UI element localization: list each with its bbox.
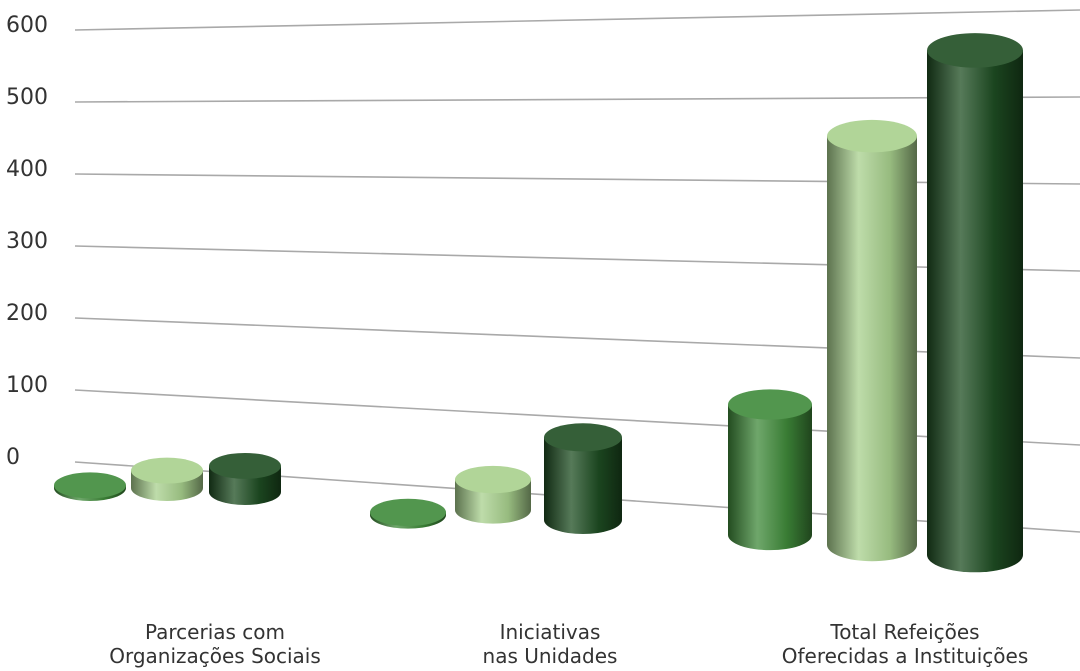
bar-top	[455, 465, 531, 494]
bar	[455, 465, 531, 524]
bar	[544, 423, 622, 535]
bar-body	[728, 404, 812, 551]
grid-line	[74, 96, 1080, 103]
bar-top	[54, 472, 126, 499]
y-tick-label: 100	[6, 373, 48, 398]
bar	[728, 389, 812, 551]
label-line: nas Unidades	[483, 644, 618, 668]
y-tick-label: 500	[6, 85, 48, 110]
bar-top	[209, 452, 281, 479]
x-tick-label: Parcerias com Organizações Sociais	[109, 620, 321, 668]
bar	[370, 498, 446, 529]
grid-line	[74, 9, 1080, 31]
x-tick-label: Iniciativas nas Unidades	[483, 620, 618, 668]
label-line: Oferecidas a Instituições	[782, 644, 1029, 668]
bar	[927, 33, 1023, 573]
bar-top	[827, 119, 917, 153]
bar	[131, 457, 203, 501]
label-line: Parcerias com	[145, 620, 285, 644]
bar-top	[131, 457, 203, 484]
y-tick-label: 600	[6, 13, 48, 38]
y-tick-label: 200	[6, 301, 48, 326]
bar	[54, 472, 126, 501]
y-tick-label: 0	[6, 445, 20, 470]
label-line: Iniciativas	[500, 620, 601, 644]
bar-top	[544, 423, 622, 452]
label-line: Organizações Sociais	[109, 644, 321, 668]
bar-body	[544, 437, 622, 535]
bar-body	[927, 50, 1023, 573]
bar	[209, 452, 281, 505]
y-tick-label: 400	[6, 157, 48, 182]
bar-body	[827, 136, 917, 562]
label-line: Total Refeições	[829, 620, 979, 644]
bar-top	[728, 389, 812, 420]
bar-top	[927, 33, 1023, 68]
y-tick-label: 300	[6, 229, 48, 254]
x-tick-label: Total Refeições Oferecidas a Instituições	[782, 620, 1029, 668]
bar-top	[370, 498, 446, 527]
bar	[827, 119, 917, 562]
